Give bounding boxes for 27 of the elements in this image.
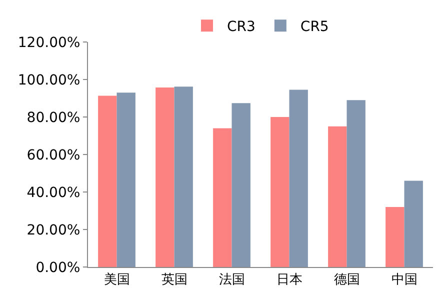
- y-tick-label: 20.00%: [26, 222, 80, 238]
- y-tick-label: 80.00%: [26, 110, 80, 126]
- bar: [346, 100, 366, 267]
- y-tick-label: 120.00%: [18, 34, 80, 51]
- x-tick-label: 法国: [218, 272, 245, 288]
- x-tick-label: 日本: [276, 272, 302, 288]
- x-tick-label: 美国: [104, 272, 130, 288]
- y-tick-label: 40.00%: [26, 184, 80, 201]
- bar: [98, 96, 117, 267]
- x-tick-label: 英国: [161, 272, 188, 288]
- bar: [386, 207, 404, 267]
- bar: [404, 180, 423, 267]
- bar: [116, 92, 136, 267]
- legend-label: CR5: [300, 19, 329, 36]
- y-tick-label: 0.00%: [36, 260, 80, 276]
- bar: [156, 88, 174, 267]
- bar: [232, 103, 250, 267]
- bar: [174, 86, 193, 267]
- y-tick-label: 60.00%: [26, 147, 80, 164]
- bar: [270, 117, 290, 267]
- bar: [213, 128, 232, 267]
- x-tick-label: 中国: [391, 272, 418, 288]
- x-tick-label: 德国: [334, 272, 360, 288]
- y-tick-label: 100.00%: [18, 72, 80, 88]
- bar: [289, 90, 308, 267]
- legend-label: CR3: [227, 19, 256, 36]
- bar: [328, 126, 347, 267]
